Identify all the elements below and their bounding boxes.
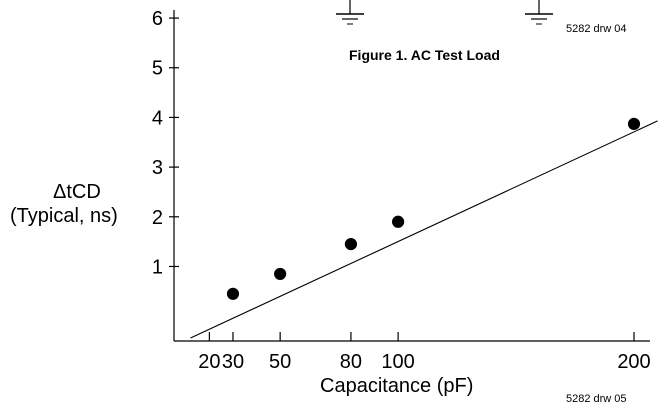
y-tick-label: 5 (152, 58, 163, 80)
data-point (273, 267, 288, 281)
y-tick-label: 2 (152, 207, 163, 229)
x-tick-label: 200 (617, 351, 650, 373)
figure-caption: Figure 1. AC Test Load (349, 47, 500, 63)
ground-symbol-right (525, 0, 553, 25)
trend-line (190, 120, 658, 339)
drawing-ref-top: 5282 drw 04 (566, 23, 627, 35)
data-point (391, 214, 406, 229)
x-tick-label: 50 (269, 351, 291, 373)
x-tick-label: 30 (222, 351, 244, 373)
data-point (226, 286, 240, 301)
x-tick-label: 100 (381, 351, 414, 373)
ground-symbol-left (336, 0, 364, 25)
y-tick-label: 4 (152, 107, 163, 129)
y-ticks: 1 2 3 4 5 6 (152, 8, 179, 278)
y-tick-label: 1 (152, 256, 163, 278)
y-axis-label-line2: (Typical, ns) (10, 205, 118, 227)
data-point (627, 116, 641, 131)
x-axis-label: Capacitance (pF) (320, 375, 473, 397)
data-series (190, 116, 658, 339)
x-tick-label: 80 (340, 351, 362, 373)
x-tick-label: 20 (198, 351, 220, 373)
data-point (344, 237, 358, 252)
y-axis-label-line1: ΔtCD (53, 181, 101, 203)
x-ticks: 20 30 50 80 100 200 (198, 332, 651, 373)
y-tick-label: 6 (152, 8, 163, 30)
y-tick-label: 3 (152, 157, 163, 179)
drawing-ref-bottom: 5282 drw 05 (566, 393, 627, 405)
